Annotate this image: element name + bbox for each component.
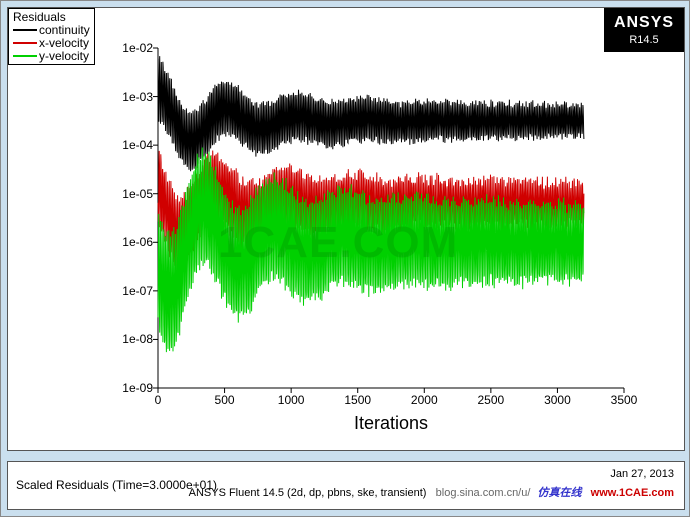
x-axis-title: Iterations [158, 413, 624, 434]
legend-row: y-velocity [13, 49, 90, 62]
x-tick-label: 3500 [604, 393, 644, 407]
y-tick-label: 1e-07 [98, 284, 153, 298]
x-tick-label: 500 [205, 393, 245, 407]
legend-swatch-continuity [13, 29, 37, 31]
y-tick-label: 1e-03 [98, 90, 153, 104]
ansys-version: R14.5 [604, 34, 684, 46]
x-tick-label: 2500 [471, 393, 511, 407]
footer-panel: Scaled Residuals (Time=3.0000e+01) Jan 2… [7, 461, 685, 510]
x-tick-label: 3000 [537, 393, 577, 407]
x-tick-label: 0 [138, 393, 178, 407]
chart-svg [158, 48, 624, 388]
legend-row: continuity [13, 23, 90, 36]
y-tick-label: 1e-08 [98, 332, 153, 346]
page-frame: Residuals continuity x-velocity y-veloci… [0, 0, 690, 517]
footer-right-text: ANSYS Fluent 14.5 (2d, dp, pbns, ske, tr… [189, 484, 674, 500]
legend-label-xvel: x-velocity [39, 37, 89, 49]
footer-site: www.1CAE.com [591, 487, 674, 499]
footer-brand-cn: 仿真在线 [537, 487, 581, 499]
x-tick-label: 1500 [338, 393, 378, 407]
legend-title: Residuals [13, 11, 90, 23]
y-tick-label: 1e-05 [98, 187, 153, 201]
footer-product: ANSYS Fluent 14.5 (2d, dp, pbns, ske, tr… [189, 487, 427, 499]
legend-box: Residuals continuity x-velocity y-veloci… [8, 8, 95, 65]
y-tick-label: 1e-06 [98, 235, 153, 249]
footer-date: Jan 27, 2013 [610, 468, 674, 480]
legend-swatch-xvel [13, 42, 37, 44]
y-tick-label: 1e-04 [98, 138, 153, 152]
ansys-badge: ANSYS R14.5 [604, 8, 684, 52]
chart-panel: Residuals continuity x-velocity y-veloci… [7, 7, 685, 451]
legend-label-yvel: y-velocity [39, 50, 89, 62]
legend-label-continuity: continuity [39, 24, 90, 36]
x-tick-label: 1000 [271, 393, 311, 407]
footer-blog: blog.sina.com.cn/u/ [436, 487, 531, 499]
legend-row: x-velocity [13, 36, 90, 49]
series-continuity [158, 56, 584, 171]
residuals-chart: 1e-091e-081e-071e-061e-051e-041e-031e-02… [158, 48, 624, 388]
x-tick-label: 2000 [404, 393, 444, 407]
y-tick-label: 1e-02 [98, 41, 153, 55]
footer-left-text: Scaled Residuals (Time=3.0000e+01) [16, 478, 217, 492]
legend-swatch-yvel [13, 55, 37, 57]
ansys-brand: ANSYS [604, 14, 684, 32]
